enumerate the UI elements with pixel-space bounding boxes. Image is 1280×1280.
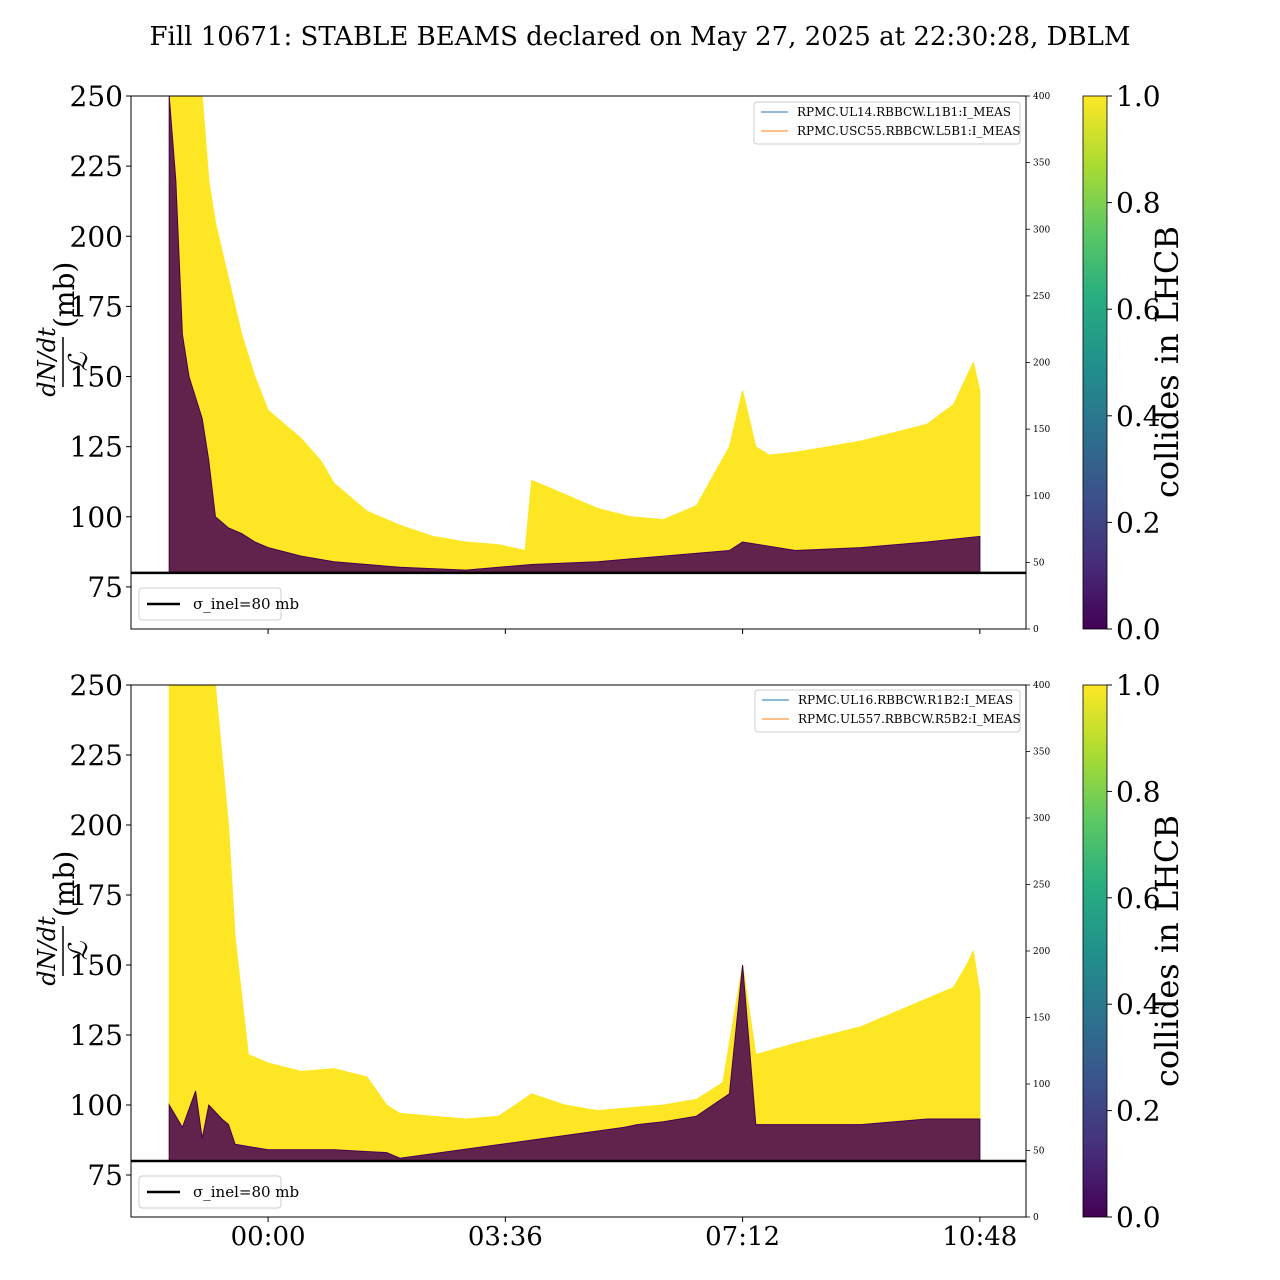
bottom-y-axis: 75 100 125 150 175 200 225 250 — [70, 669, 131, 1192]
bottom-plot-area — [131, 685, 1026, 1163]
top-reference-legend: σ_inel=80 mb — [138, 587, 299, 621]
bottom-x-axis: 00:00 03:36 07:12 10:48 — [231, 1217, 1017, 1252]
bottom-ylabel: dN/dt ℒ (mb) — [33, 851, 94, 986]
bottom-colorbar-label: collides in LHCB — [1148, 815, 1186, 1087]
secondary-y-tick-label: 0 — [1033, 1213, 1039, 1223]
secondary-y-tick-label: 300 — [1033, 814, 1050, 824]
legend-label-reference: σ_inel=80 mb — [193, 1183, 299, 1201]
colorbar-tick-label: 0.2 — [1116, 506, 1161, 539]
top-ylabel: dN/dt ℒ (mb) — [33, 262, 94, 397]
y-tick-label: 175 — [70, 290, 123, 323]
secondary-y-tick-label: 350 — [1033, 159, 1050, 169]
secondary-y-tick-label: 250 — [1033, 881, 1050, 891]
top-y-axis: 75 100 125 150 175 200 225 250 — [70, 80, 131, 604]
bottom-series-legend: RPMC.UL16.RBBCW.R1B2:I_MEAS RPMC.UL557.R… — [754, 689, 1021, 733]
svg-text:ℒ: ℒ — [64, 940, 94, 960]
colorbar-tick-label: 0.8 — [1116, 775, 1161, 808]
non-colliding-series-area — [168, 96, 981, 574]
bottom-panel: 75 100 125 150 175 200 225 250 0 50 100 150 200 250 3… — [33, 669, 1186, 1252]
x-tick-label: 03:36 — [468, 1222, 543, 1252]
secondary-y-tick-label: 50 — [1033, 1147, 1045, 1157]
secondary-y-tick-label: 200 — [1033, 359, 1050, 369]
y-tick-label: 125 — [70, 1019, 123, 1052]
legend-label-reference: σ_inel=80 mb — [193, 595, 299, 613]
secondary-y-tick-label: 50 — [1033, 558, 1045, 568]
x-tick-label: 00:00 — [231, 1222, 306, 1252]
colorbar-tick-label: 0.8 — [1116, 187, 1161, 220]
secondary-y-tick-label: 400 — [1033, 92, 1050, 102]
y-tick-label: 100 — [70, 501, 123, 534]
secondary-y-tick-label: 0 — [1033, 625, 1039, 635]
x-tick-label: 10:48 — [942, 1222, 1017, 1252]
legend-label-series-1: RPMC.UL16.RBBCW.R1B2:I_MEAS — [798, 693, 1013, 707]
bottom-secondary-y-axis: 0 50 100 150 200 250 300 350 400 — [1026, 681, 1050, 1223]
colliding-series-area — [168, 96, 981, 574]
x-tick-label: 07:12 — [705, 1222, 780, 1252]
secondary-y-tick-label: 100 — [1033, 492, 1050, 502]
legend-label-series-2: RPMC.UL557.RBBCW.R5B2:I_MEAS — [798, 712, 1021, 726]
colorbar-tick-label: 0.4 — [1116, 988, 1161, 1021]
y-tick-label: 75 — [87, 1159, 123, 1192]
y-tick-label: 150 — [70, 949, 123, 982]
legend-label-series-1: RPMC.UL14.RBBCW.L1B1:I_MEAS — [797, 105, 1011, 119]
svg-text:ℒ: ℒ — [64, 351, 94, 371]
colorbar-tick-label: 0.4 — [1116, 400, 1161, 433]
secondary-y-tick-label: 350 — [1033, 748, 1050, 758]
y-tick-label: 250 — [70, 669, 123, 702]
legend-label-series-2: RPMC.USC55.RBBCW.L5B1:I_MEAS — [797, 124, 1020, 138]
y-tick-label: 200 — [70, 220, 123, 253]
bottom-colorbar-ticks: 0.0 0.2 0.4 0.6 0.8 1.0 — [1107, 669, 1161, 1234]
svg-text:dN/dt: dN/dt — [33, 327, 61, 397]
y-tick-label: 100 — [70, 1089, 123, 1122]
colliding-series-area — [168, 685, 981, 1162]
non-colliding-series-area — [168, 964, 981, 1162]
top-panel: 75 100 125 150 175 200 225 250 0 50 100 150 200 250 3… — [33, 80, 1186, 646]
secondary-y-tick-label: 150 — [1033, 1014, 1050, 1024]
top-series-legend: RPMC.UL14.RBBCW.L1B1:I_MEAS RPMC.USC55.R… — [753, 101, 1021, 145]
y-tick-label: 125 — [70, 431, 123, 464]
colorbar-tick-label: 1.0 — [1116, 80, 1161, 113]
secondary-y-tick-label: 200 — [1033, 947, 1050, 957]
y-tick-label: 75 — [87, 571, 123, 604]
bottom-reference-legend: σ_inel=80 mb — [138, 1175, 299, 1209]
secondary-y-tick-label: 300 — [1033, 225, 1050, 235]
secondary-y-tick-label: 150 — [1033, 425, 1050, 435]
colorbar-tick-label: 0.0 — [1116, 613, 1161, 646]
y-tick-label: 225 — [70, 739, 123, 772]
figure-title: Fill 10671: STABLE BEAMS declared on May… — [150, 22, 1131, 52]
y-tick-label: 250 — [70, 80, 123, 113]
top-secondary-y-axis: 0 50 100 150 200 250 300 350 400 — [1026, 92, 1050, 635]
top-colorbar-ticks: 0.0 0.2 0.4 0.6 0.8 1.0 — [1107, 80, 1161, 646]
y-tick-label: 150 — [70, 361, 123, 394]
colorbar-tick-label: 0.0 — [1116, 1201, 1161, 1234]
y-tick-label: 175 — [70, 879, 123, 912]
colorbar-tick-label: 0.2 — [1116, 1095, 1161, 1128]
y-tick-label: 225 — [70, 150, 123, 183]
secondary-y-tick-label: 400 — [1033, 681, 1050, 691]
top-colorbar — [1082, 95, 1108, 630]
svg-text:(mb): (mb) — [48, 851, 81, 917]
svg-text:dN/dt: dN/dt — [33, 916, 61, 986]
secondary-y-tick-label: 100 — [1033, 1080, 1050, 1090]
y-tick-label: 200 — [70, 809, 123, 842]
colorbar-tick-label: 0.6 — [1116, 293, 1161, 326]
secondary-y-tick-label: 250 — [1033, 292, 1050, 302]
svg-text:(mb): (mb) — [48, 262, 81, 328]
top-x-axis — [267, 629, 981, 634]
top-colorbar-label: collides in LHCB — [1148, 226, 1186, 498]
bottom-colorbar — [1082, 684, 1108, 1218]
top-plot-area — [131, 96, 1026, 575]
colorbar-tick-label: 1.0 — [1116, 669, 1161, 702]
colorbar-tick-label: 0.6 — [1116, 882, 1161, 915]
